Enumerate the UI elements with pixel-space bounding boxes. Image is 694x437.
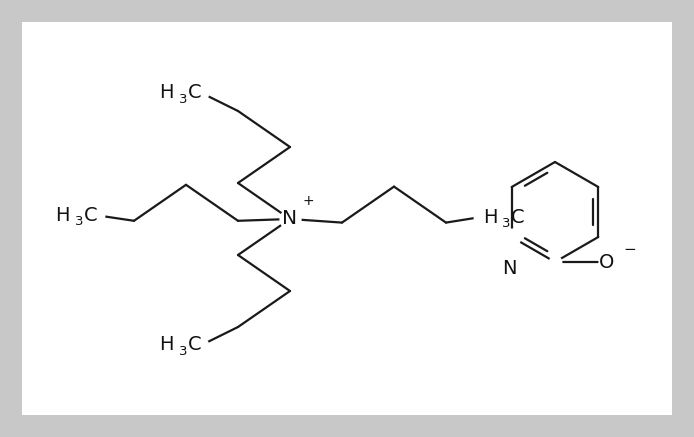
Text: N: N (282, 209, 298, 229)
Text: 3: 3 (179, 93, 187, 106)
Text: +: + (302, 194, 314, 208)
Text: H: H (56, 206, 70, 225)
Text: H: H (483, 208, 498, 227)
Text: C: C (84, 206, 98, 225)
Text: N: N (502, 259, 517, 278)
Text: H: H (160, 336, 174, 354)
Text: −: − (624, 242, 636, 257)
FancyBboxPatch shape (22, 22, 672, 415)
Text: 3: 3 (502, 217, 511, 230)
Text: 3: 3 (75, 215, 83, 229)
Text: C: C (188, 83, 202, 103)
Text: H: H (160, 83, 174, 103)
Text: C: C (511, 208, 525, 227)
Text: C: C (188, 336, 202, 354)
Text: O: O (600, 253, 615, 271)
Text: 3: 3 (179, 345, 187, 358)
